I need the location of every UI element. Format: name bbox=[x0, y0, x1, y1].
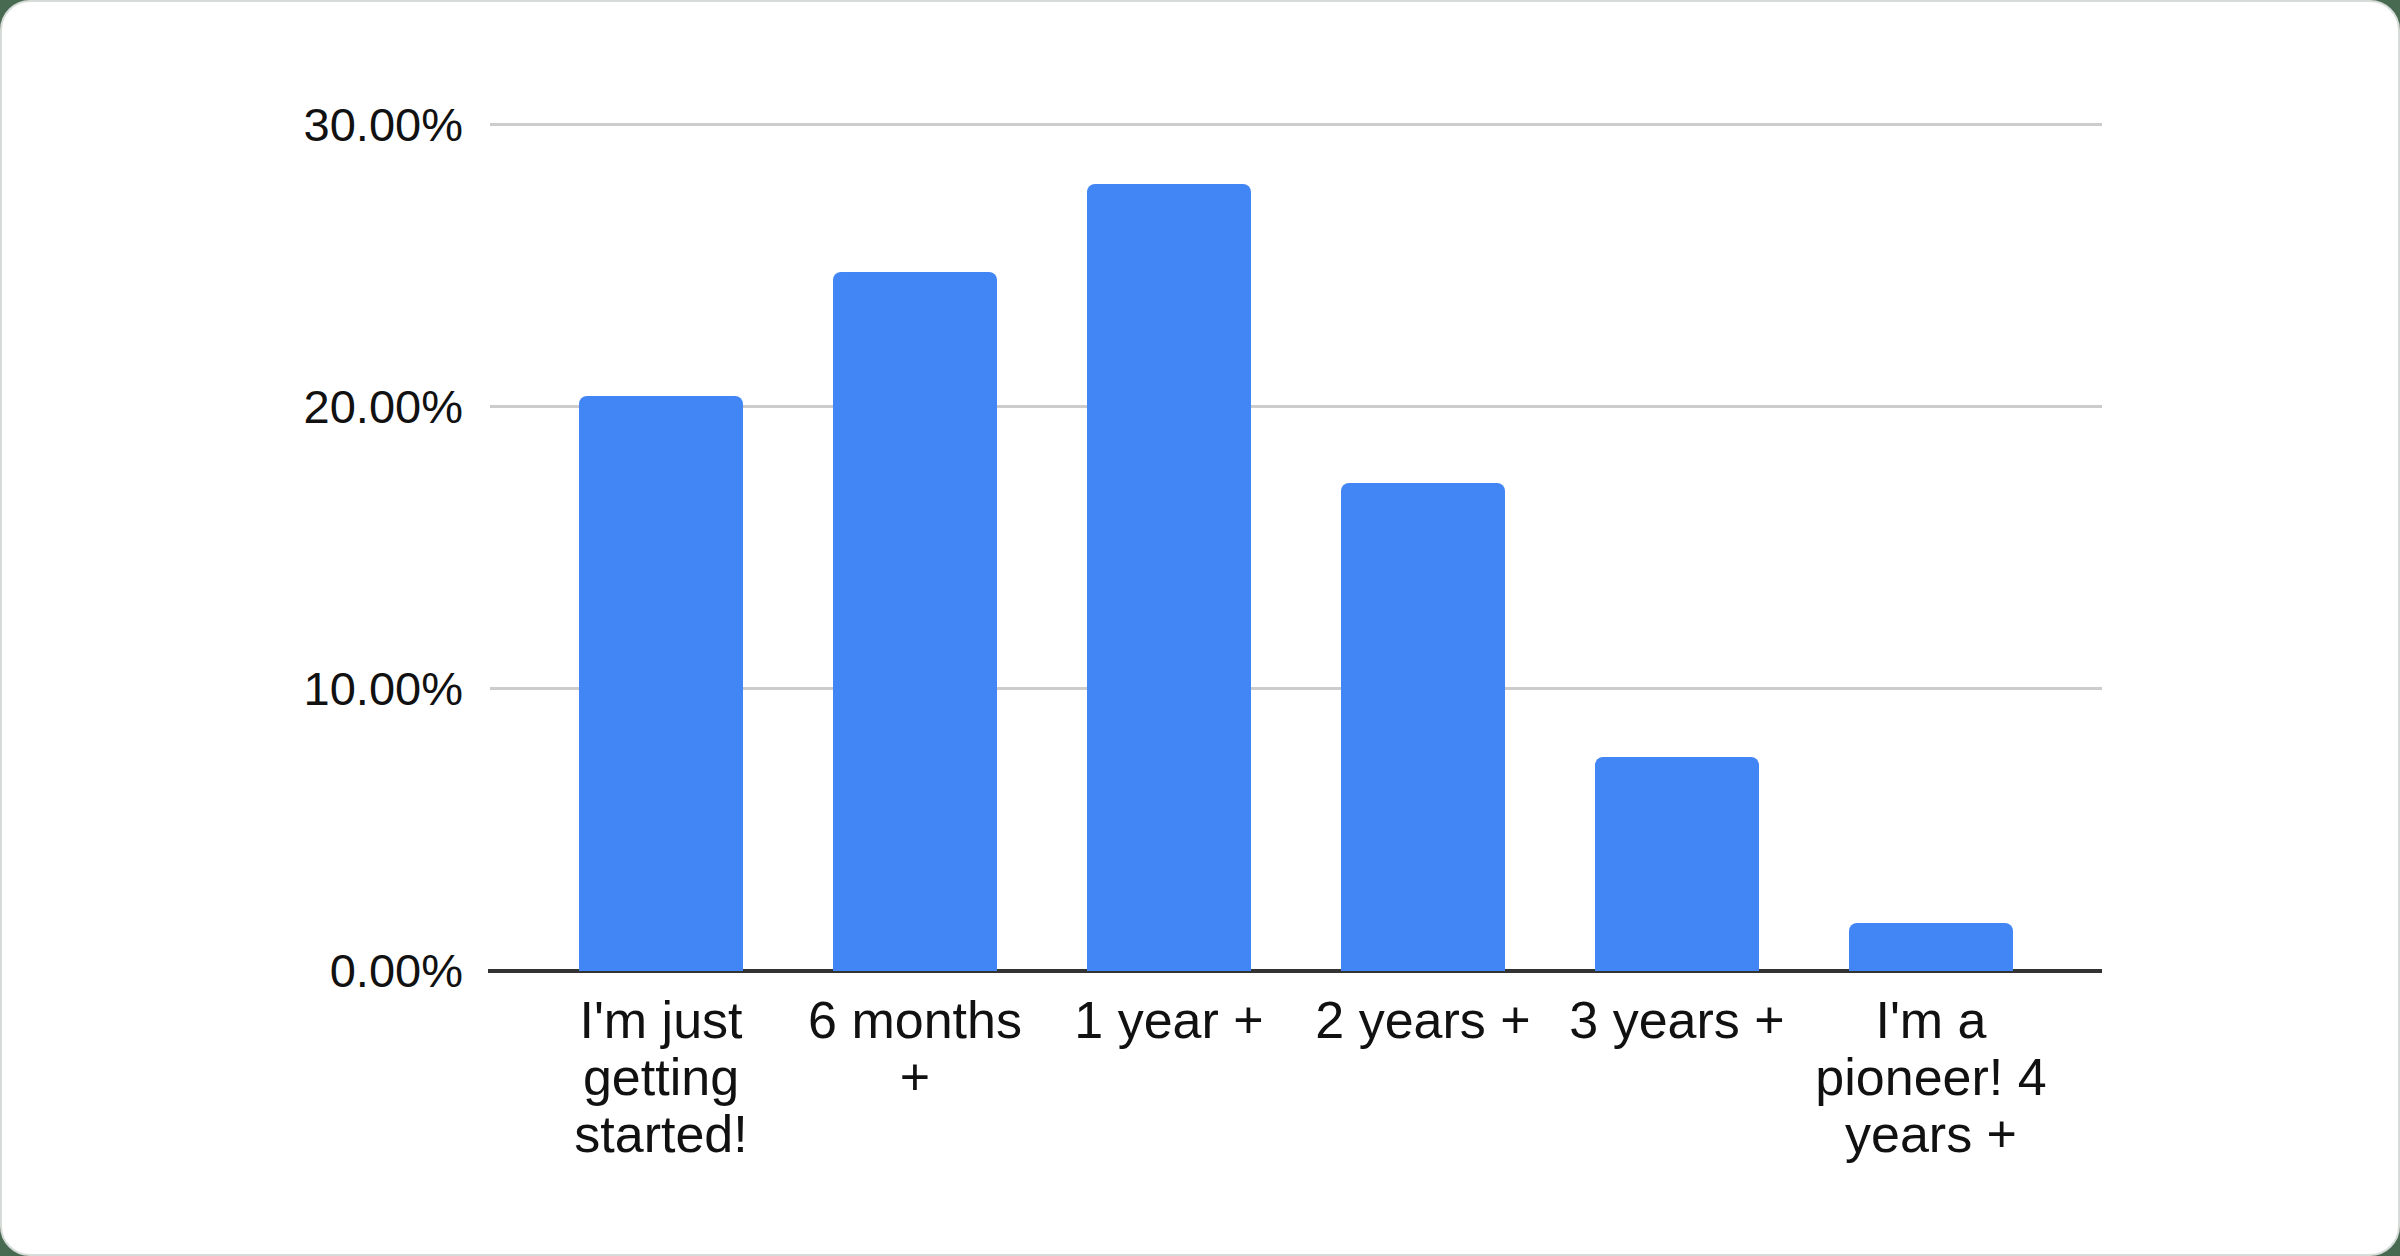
y-axis-tick-label: 0.00% bbox=[143, 941, 463, 1001]
x-axis-category-label: I'm just getting started! bbox=[536, 992, 786, 1163]
plot-area: 0.00% 10.00% 20.00% 30.00% I'm just getting … bbox=[2, 2, 2398, 1254]
x-axis-category-label: 3 years + bbox=[1552, 992, 1802, 1049]
y-axis-tick-label: 20.00% bbox=[143, 377, 463, 437]
x-axis-category-label: 1 year + bbox=[1044, 992, 1294, 1049]
bar-2[interactable] bbox=[833, 272, 997, 971]
bar-5[interactable] bbox=[1595, 757, 1759, 971]
gridline bbox=[490, 123, 2102, 126]
y-axis-tick-label: 30.00% bbox=[143, 95, 463, 155]
x-axis-category-label: 6 months + bbox=[790, 992, 1040, 1106]
x-axis-category-label: I'm a pioneer! 4 years + bbox=[1806, 992, 2056, 1163]
bar-4[interactable] bbox=[1341, 483, 1505, 971]
y-axis-tick-label: 10.00% bbox=[143, 659, 463, 719]
page-background: 0.00% 10.00% 20.00% 30.00% I'm just getting … bbox=[0, 0, 2400, 1256]
x-axis-category-label: 2 years + bbox=[1298, 992, 1548, 1049]
bar-6[interactable] bbox=[1849, 923, 2013, 971]
bar-3[interactable] bbox=[1087, 184, 1251, 971]
chart-card: 0.00% 10.00% 20.00% 30.00% I'm just getting … bbox=[0, 0, 2400, 1256]
bar-1[interactable] bbox=[579, 396, 743, 971]
